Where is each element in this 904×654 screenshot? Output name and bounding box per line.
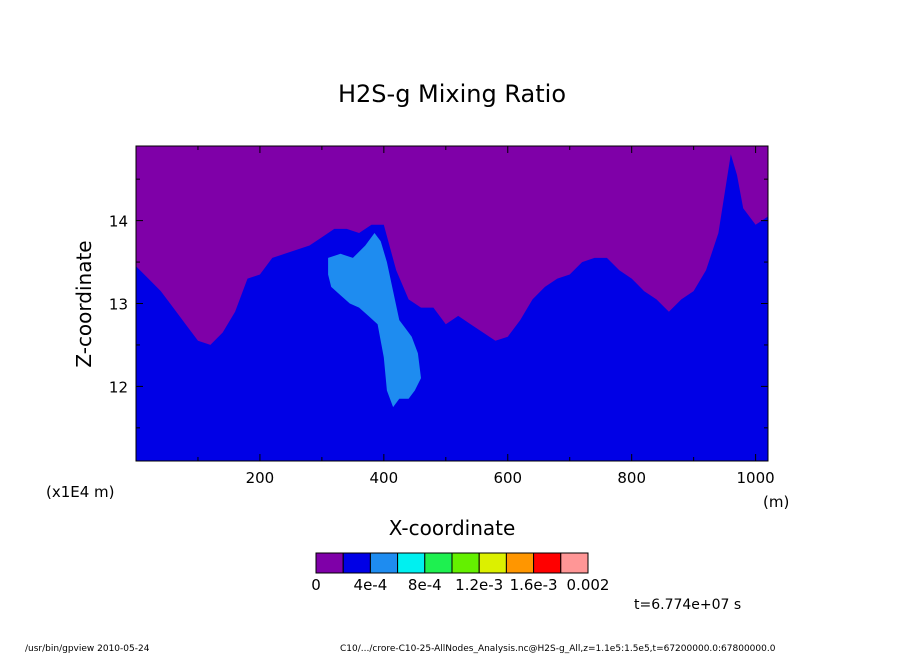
region-purple bbox=[136, 146, 768, 345]
y-axis-unit: (x1E4 m) bbox=[46, 483, 115, 501]
region-light-blue bbox=[328, 233, 421, 408]
colorbar-swatch bbox=[397, 552, 426, 574]
colorbar-swatch bbox=[342, 552, 371, 574]
colorbar-swatch bbox=[315, 552, 344, 574]
y-axis-ticks: 12 13 14 bbox=[109, 178, 768, 429]
colorbar-label: 4e-4 bbox=[354, 576, 388, 594]
colorbar-swatch bbox=[560, 552, 589, 574]
x-tick-label: 400 bbox=[370, 469, 399, 487]
x-tick-label: 200 bbox=[246, 469, 275, 487]
y-tick-label: 14 bbox=[109, 213, 128, 231]
y-tick-label: 13 bbox=[109, 296, 128, 314]
footer-right: C10/.../crore-C10-25-AllNodes_Analysis.n… bbox=[340, 644, 776, 654]
colorbar-labels: 0 4e-4 8e-4 1.2e-3 1.6e-3 0.002 bbox=[311, 576, 609, 594]
colorbar-swatch bbox=[505, 552, 535, 574]
colorbar bbox=[315, 552, 589, 574]
chart-title: H2S-g Mixing Ratio bbox=[338, 80, 566, 108]
colorbar-label: 1.2e-3 bbox=[455, 576, 503, 594]
colorbar-swatch bbox=[369, 552, 399, 574]
y-tick-label: 12 bbox=[109, 378, 128, 396]
colorbar-swatch bbox=[451, 552, 480, 574]
time-annotation: t=6.774e+07 s bbox=[634, 597, 741, 613]
footer-left: /usr/bin/gpview 2010-05-24 bbox=[25, 644, 150, 654]
y-axis-label: Z-coordinate bbox=[72, 240, 96, 367]
x-tick-label: 600 bbox=[493, 469, 522, 487]
plot-area bbox=[136, 146, 768, 461]
x-axis-unit: (m) bbox=[763, 493, 789, 511]
colorbar-swatch bbox=[424, 552, 453, 574]
colorbar-label: 1.6e-3 bbox=[510, 576, 558, 594]
colorbar-swatch bbox=[533, 552, 562, 574]
x-axis-ticks: 200 400 600 800 1000 bbox=[197, 146, 775, 487]
colorbar-swatch bbox=[478, 552, 507, 574]
x-tick-label: 800 bbox=[617, 469, 646, 487]
x-tick-label: 1000 bbox=[737, 469, 775, 487]
colorbar-label: 8e-4 bbox=[408, 576, 442, 594]
x-axis-label: X-coordinate bbox=[389, 516, 516, 540]
colorbar-label: 0.002 bbox=[567, 576, 610, 594]
colorbar-label: 0 bbox=[311, 576, 321, 594]
